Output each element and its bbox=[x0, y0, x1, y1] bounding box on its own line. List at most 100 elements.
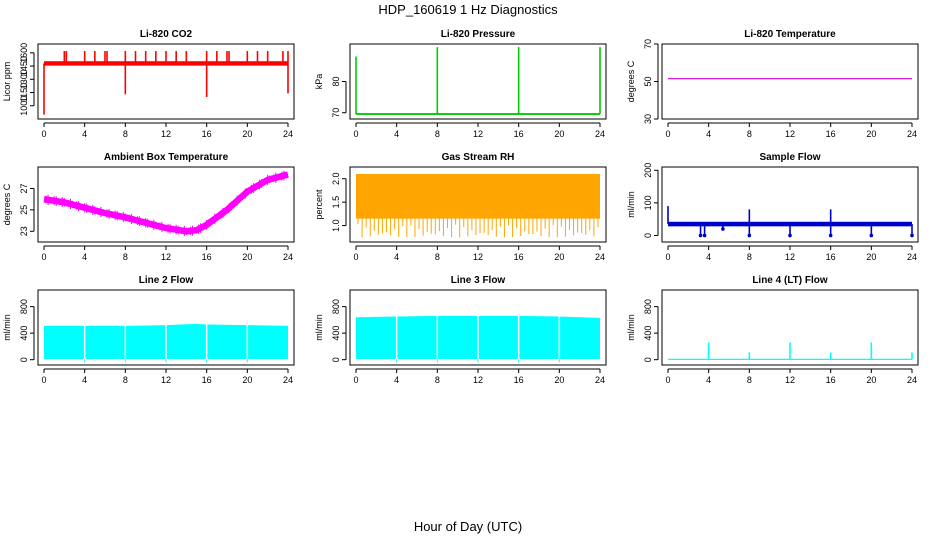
x-tick-label: 24 bbox=[283, 129, 293, 139]
x-tick-label: 20 bbox=[866, 375, 876, 385]
x-tick-label: 20 bbox=[554, 375, 564, 385]
y-tick-label: 400 bbox=[331, 326, 341, 341]
y-tick-label: 100 bbox=[643, 195, 653, 210]
y-axis: 30 50 70 bbox=[643, 39, 659, 124]
x-tick-label: 16 bbox=[514, 252, 524, 262]
x-axis: 0 4 8 12 16 20 24 bbox=[665, 245, 917, 262]
panel-title: Sample Flow bbox=[759, 152, 820, 163]
plot-frame bbox=[349, 166, 607, 243]
panel-title: Gas Stream RH bbox=[442, 152, 515, 163]
x-tick-label: 12 bbox=[161, 129, 171, 139]
x-tick-label: 24 bbox=[595, 375, 605, 385]
x-tick-label: 0 bbox=[665, 129, 670, 139]
figure-title: HDP_160619 1 Hz Diagnostics bbox=[378, 2, 558, 17]
plot-area bbox=[668, 342, 913, 360]
panel-title: Ambient Box Temperature bbox=[104, 152, 229, 163]
x-tick-label: 8 bbox=[435, 252, 440, 262]
x-tick-label: 16 bbox=[514, 129, 524, 139]
plot-frame bbox=[661, 166, 919, 243]
x-tick-label: 20 bbox=[554, 129, 564, 139]
spike-point bbox=[747, 233, 752, 238]
x-tick-label: 20 bbox=[242, 129, 252, 139]
spike-point bbox=[721, 227, 725, 231]
x-tick-label: 12 bbox=[785, 375, 795, 385]
x-tick-label: 4 bbox=[706, 252, 711, 262]
x-tick-label: 24 bbox=[595, 129, 605, 139]
x-axis: 0 4 8 12 16 20 24 bbox=[665, 368, 917, 385]
y-axis-label: ml/min bbox=[626, 314, 636, 341]
y-axis: 1.0 1.5 2.0 bbox=[331, 172, 347, 232]
x-tick-label: 16 bbox=[202, 129, 212, 139]
x-tick-label: 16 bbox=[514, 375, 524, 385]
y-tick-label: 30 bbox=[643, 114, 653, 124]
y-axis: 0 400 800 bbox=[331, 299, 347, 362]
y-tick-label: 23 bbox=[19, 226, 29, 236]
y-tick-label: 400 bbox=[19, 326, 29, 341]
y-tick-label: 27 bbox=[19, 183, 29, 193]
x-tick-label: 24 bbox=[595, 252, 605, 262]
y-axis: 70 80 bbox=[331, 76, 347, 118]
x-tick-label: 0 bbox=[353, 129, 358, 139]
x-tick-label: 0 bbox=[41, 129, 46, 139]
x-tick-label: 20 bbox=[242, 252, 252, 262]
x-tick-label: 4 bbox=[706, 129, 711, 139]
y-tick-label: 400 bbox=[643, 326, 653, 341]
panel-licor-temp: Li-820 Temperature 0 4 8 12 16 20 24 30 50 70 degre… bbox=[626, 29, 919, 139]
plot-frame bbox=[349, 289, 607, 366]
x-tick-label: 12 bbox=[473, 375, 483, 385]
y-tick-label: 1150 bbox=[19, 83, 29, 102]
figure-xlabel: Hour of Day (UTC) bbox=[414, 519, 522, 534]
x-tick-label: 16 bbox=[826, 252, 836, 262]
x-tick-label: 4 bbox=[82, 375, 87, 385]
y-tick-label: 50 bbox=[643, 76, 653, 86]
plot-frame bbox=[37, 166, 295, 243]
x-tick-label: 0 bbox=[41, 252, 46, 262]
x-axis: 0 4 8 12 16 20 24 bbox=[353, 245, 605, 262]
y-tick-label: 800 bbox=[19, 299, 29, 314]
panel-title: Line 2 Flow bbox=[139, 275, 194, 286]
x-tick-label: 16 bbox=[202, 252, 212, 262]
panel-title: Line 4 (LT) Flow bbox=[752, 275, 828, 286]
x-tick-label: 4 bbox=[706, 375, 711, 385]
panel-line2: Line 2 Flow 0 4 8 12 16 20 24 0 400 800 ml/min bbox=[2, 275, 295, 385]
x-axis: 0 4 8 12 16 20 24 bbox=[353, 122, 605, 139]
x-tick-label: 16 bbox=[826, 129, 836, 139]
x-tick-label: 20 bbox=[554, 252, 564, 262]
x-tick-label: 8 bbox=[123, 252, 128, 262]
y-axis: 23 25 27 bbox=[19, 183, 35, 236]
y-tick-label: 800 bbox=[643, 299, 653, 314]
y-axis-label: degrees C bbox=[2, 183, 12, 225]
x-tick-label: 4 bbox=[394, 129, 399, 139]
panel-sample-flow: Sample Flow 0 4 8 12 16 20 24 0 100 200 ml/min bbox=[626, 152, 919, 262]
panel-title: Line 3 Flow bbox=[451, 275, 506, 286]
y-tick-label: 1450 bbox=[19, 56, 29, 76]
panel-line4: Line 4 (LT) Flow 0 4 8 12 16 20 24 0 400 800 ml/min bbox=[626, 275, 919, 385]
y-tick-label: 1300 bbox=[19, 69, 29, 89]
plot-area bbox=[44, 290, 288, 363]
x-tick-label: 8 bbox=[747, 129, 752, 139]
x-tick-label: 24 bbox=[283, 252, 293, 262]
y-axis-label: percent bbox=[314, 189, 324, 220]
x-tick-label: 0 bbox=[353, 252, 358, 262]
panel-ambient-temp: Ambient Box Temperature 0 4 8 12 16 20 24 23 25 27… bbox=[2, 152, 295, 262]
y-axis-label: kPa bbox=[314, 74, 324, 90]
x-tick-label: 8 bbox=[747, 375, 752, 385]
x-tick-label: 8 bbox=[747, 252, 752, 262]
spike-point bbox=[828, 233, 833, 238]
y-axis-label: degrees C bbox=[626, 60, 636, 102]
y-tick-label: 800 bbox=[331, 299, 341, 314]
x-tick-label: 16 bbox=[202, 375, 212, 385]
x-tick-label: 16 bbox=[826, 375, 836, 385]
x-tick-label: 20 bbox=[242, 375, 252, 385]
x-axis: 0 4 8 12 16 20 24 bbox=[41, 122, 293, 139]
x-tick-label: 24 bbox=[907, 252, 917, 262]
x-tick-label: 4 bbox=[82, 129, 87, 139]
x-tick-label: 12 bbox=[785, 129, 795, 139]
x-tick-label: 12 bbox=[473, 129, 483, 139]
y-tick-label: 80 bbox=[331, 76, 341, 86]
x-tick-label: 0 bbox=[665, 252, 670, 262]
x-tick-label: 24 bbox=[907, 375, 917, 385]
y-tick-label: 1.5 bbox=[331, 196, 341, 209]
x-tick-label: 20 bbox=[866, 129, 876, 139]
